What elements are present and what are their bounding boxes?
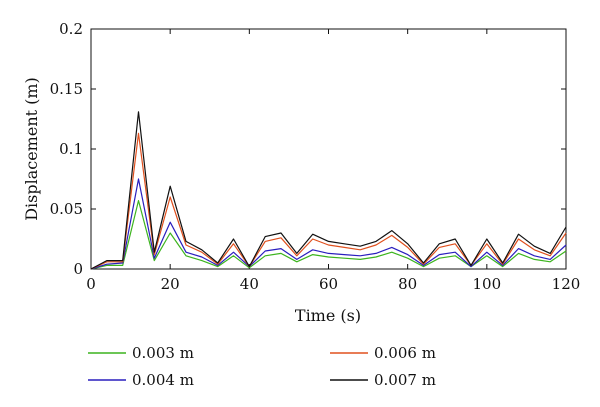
x-tick-label: 40 (240, 275, 259, 293)
series-line (90, 132, 567, 270)
legend-label: 0.007 m (374, 371, 436, 389)
series-line (90, 178, 567, 270)
y-tick-label: 0.05 (50, 200, 83, 218)
x-axis-title: Time (s) (295, 306, 361, 325)
y-tick-label: 0.1 (59, 140, 83, 158)
y-tick-label: 0 (73, 260, 83, 278)
plot-frame (90, 28, 567, 270)
series-line (90, 200, 567, 270)
y-axis-title: Displacement (m) (22, 77, 41, 221)
legend: 0.003 m 0.004 m 0.006 m 0.007 m (88, 344, 436, 389)
x-tick-label: 100 (473, 275, 502, 293)
x-tick-label: 60 (319, 275, 338, 293)
legend-label: 0.006 m (374, 344, 436, 362)
series-lines (90, 111, 567, 270)
x-tick-label: 120 (552, 275, 581, 293)
y-tick-label: 0.15 (50, 80, 83, 98)
y-tick-label: 0.2 (59, 20, 83, 38)
ticks: 0 20 40 60 80 100 120 0 0.05 0.1 0.15 0.2 (50, 20, 581, 293)
legend-label: 0.004 m (132, 371, 194, 389)
x-tick-label: 20 (161, 275, 180, 293)
legend-label: 0.003 m (132, 344, 194, 362)
x-tick-label: 0 (86, 275, 96, 293)
x-tick-label: 80 (398, 275, 417, 293)
series-line (90, 111, 567, 270)
